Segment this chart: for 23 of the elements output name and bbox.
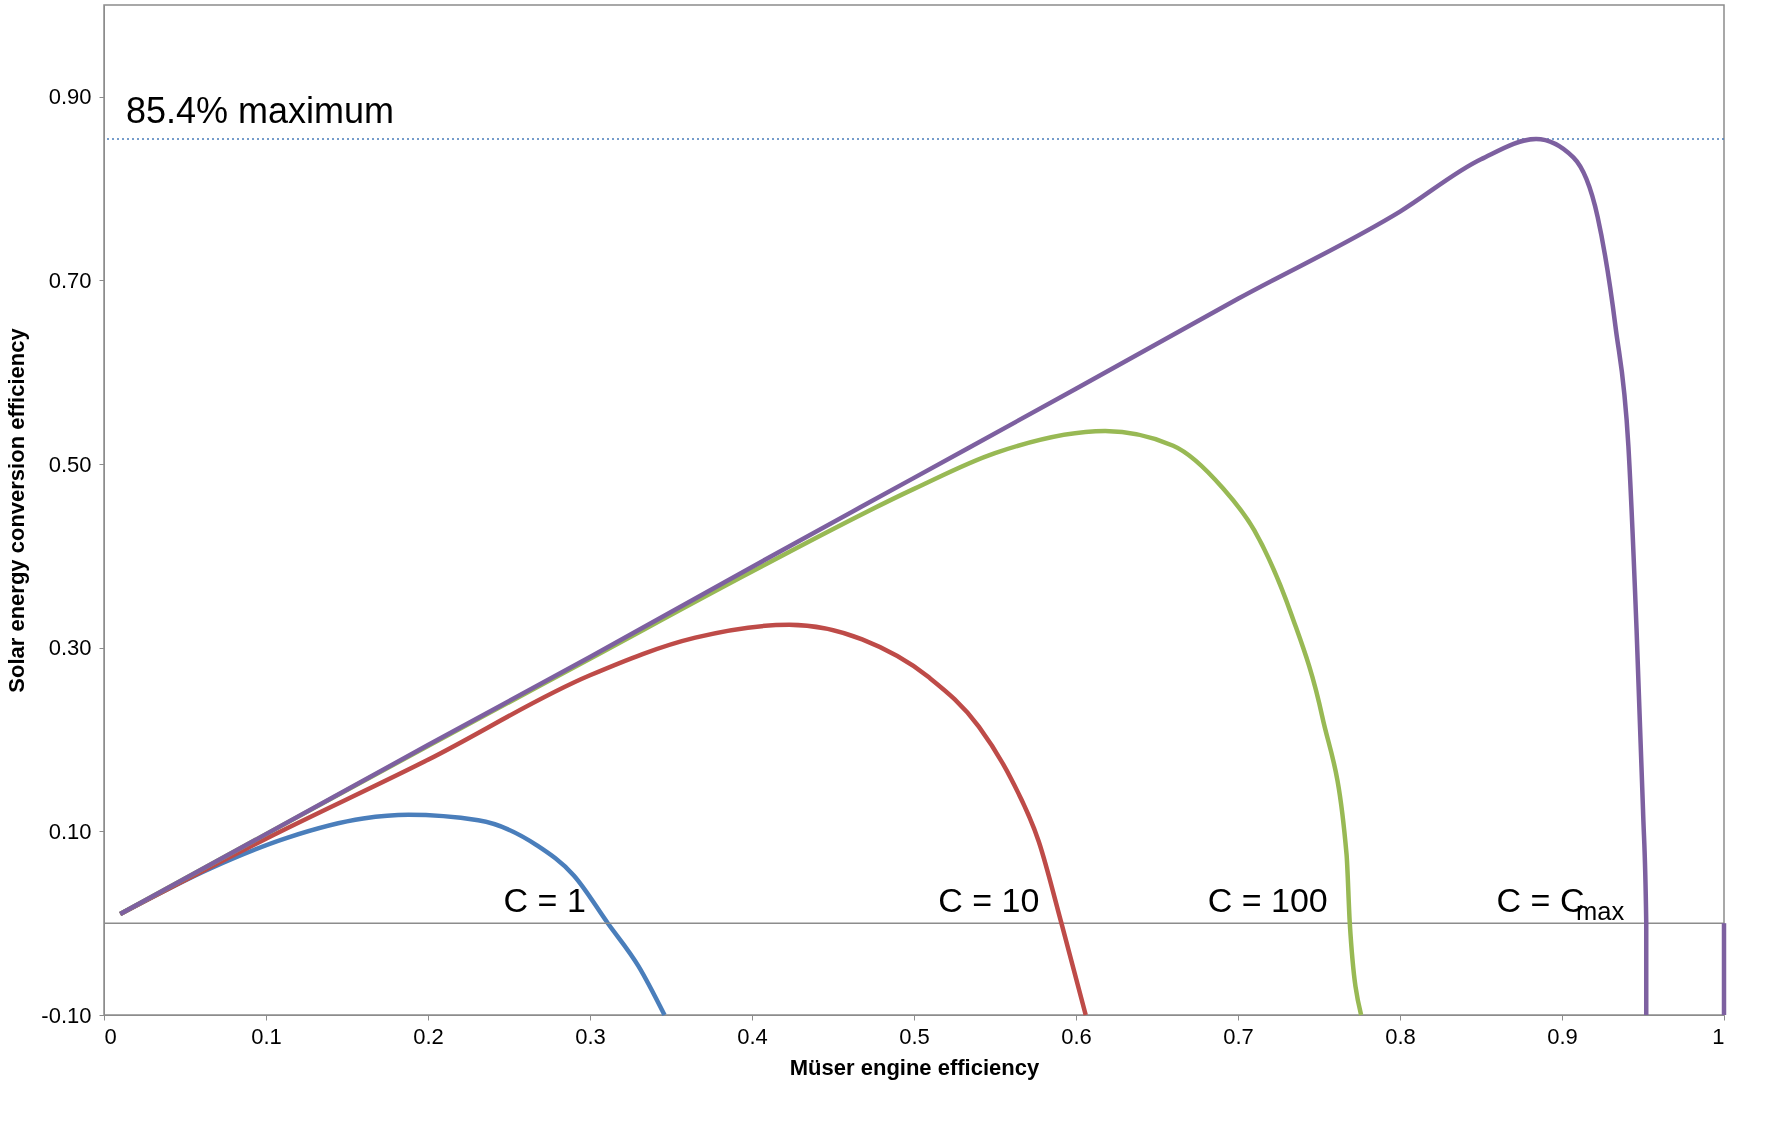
y-axis-title: Solar energy conversion efficiency bbox=[4, 327, 30, 693]
x-tick-label: 0.1 bbox=[251, 1023, 282, 1049]
x-tick-label: 0 bbox=[104, 1023, 117, 1049]
y-tick-label: 0.50 bbox=[48, 451, 92, 477]
x-tick-label: 0.6 bbox=[1061, 1023, 1092, 1049]
x-tick-label: 0.8 bbox=[1385, 1023, 1416, 1049]
x-tick-label: 0.7 bbox=[1223, 1023, 1254, 1049]
y-tick-label: 0.70 bbox=[48, 267, 92, 293]
x-tick-label: 0.4 bbox=[737, 1023, 768, 1049]
y-tick-label: 0.90 bbox=[48, 84, 92, 110]
series-label: C = 100 bbox=[1207, 881, 1328, 920]
y-tick-label: -0.10 bbox=[41, 1002, 92, 1028]
x-tick-label: 0.2 bbox=[413, 1023, 444, 1049]
series-label: C = 10 bbox=[938, 881, 1040, 920]
y-tick-label: 0.30 bbox=[48, 635, 92, 661]
x-tick-label: 1 bbox=[1712, 1023, 1725, 1049]
x-tick-label: 0.9 bbox=[1547, 1023, 1578, 1049]
series-label: C = 1 bbox=[503, 881, 586, 920]
x-tick-label: 0.3 bbox=[575, 1023, 606, 1049]
x-axis-title: Müser engine efficiency bbox=[789, 1054, 1040, 1080]
x-tick-label: 0.5 bbox=[899, 1023, 930, 1049]
ref-line-label: 85.4% maximum bbox=[126, 90, 395, 132]
y-tick-label: 0.10 bbox=[48, 818, 92, 844]
